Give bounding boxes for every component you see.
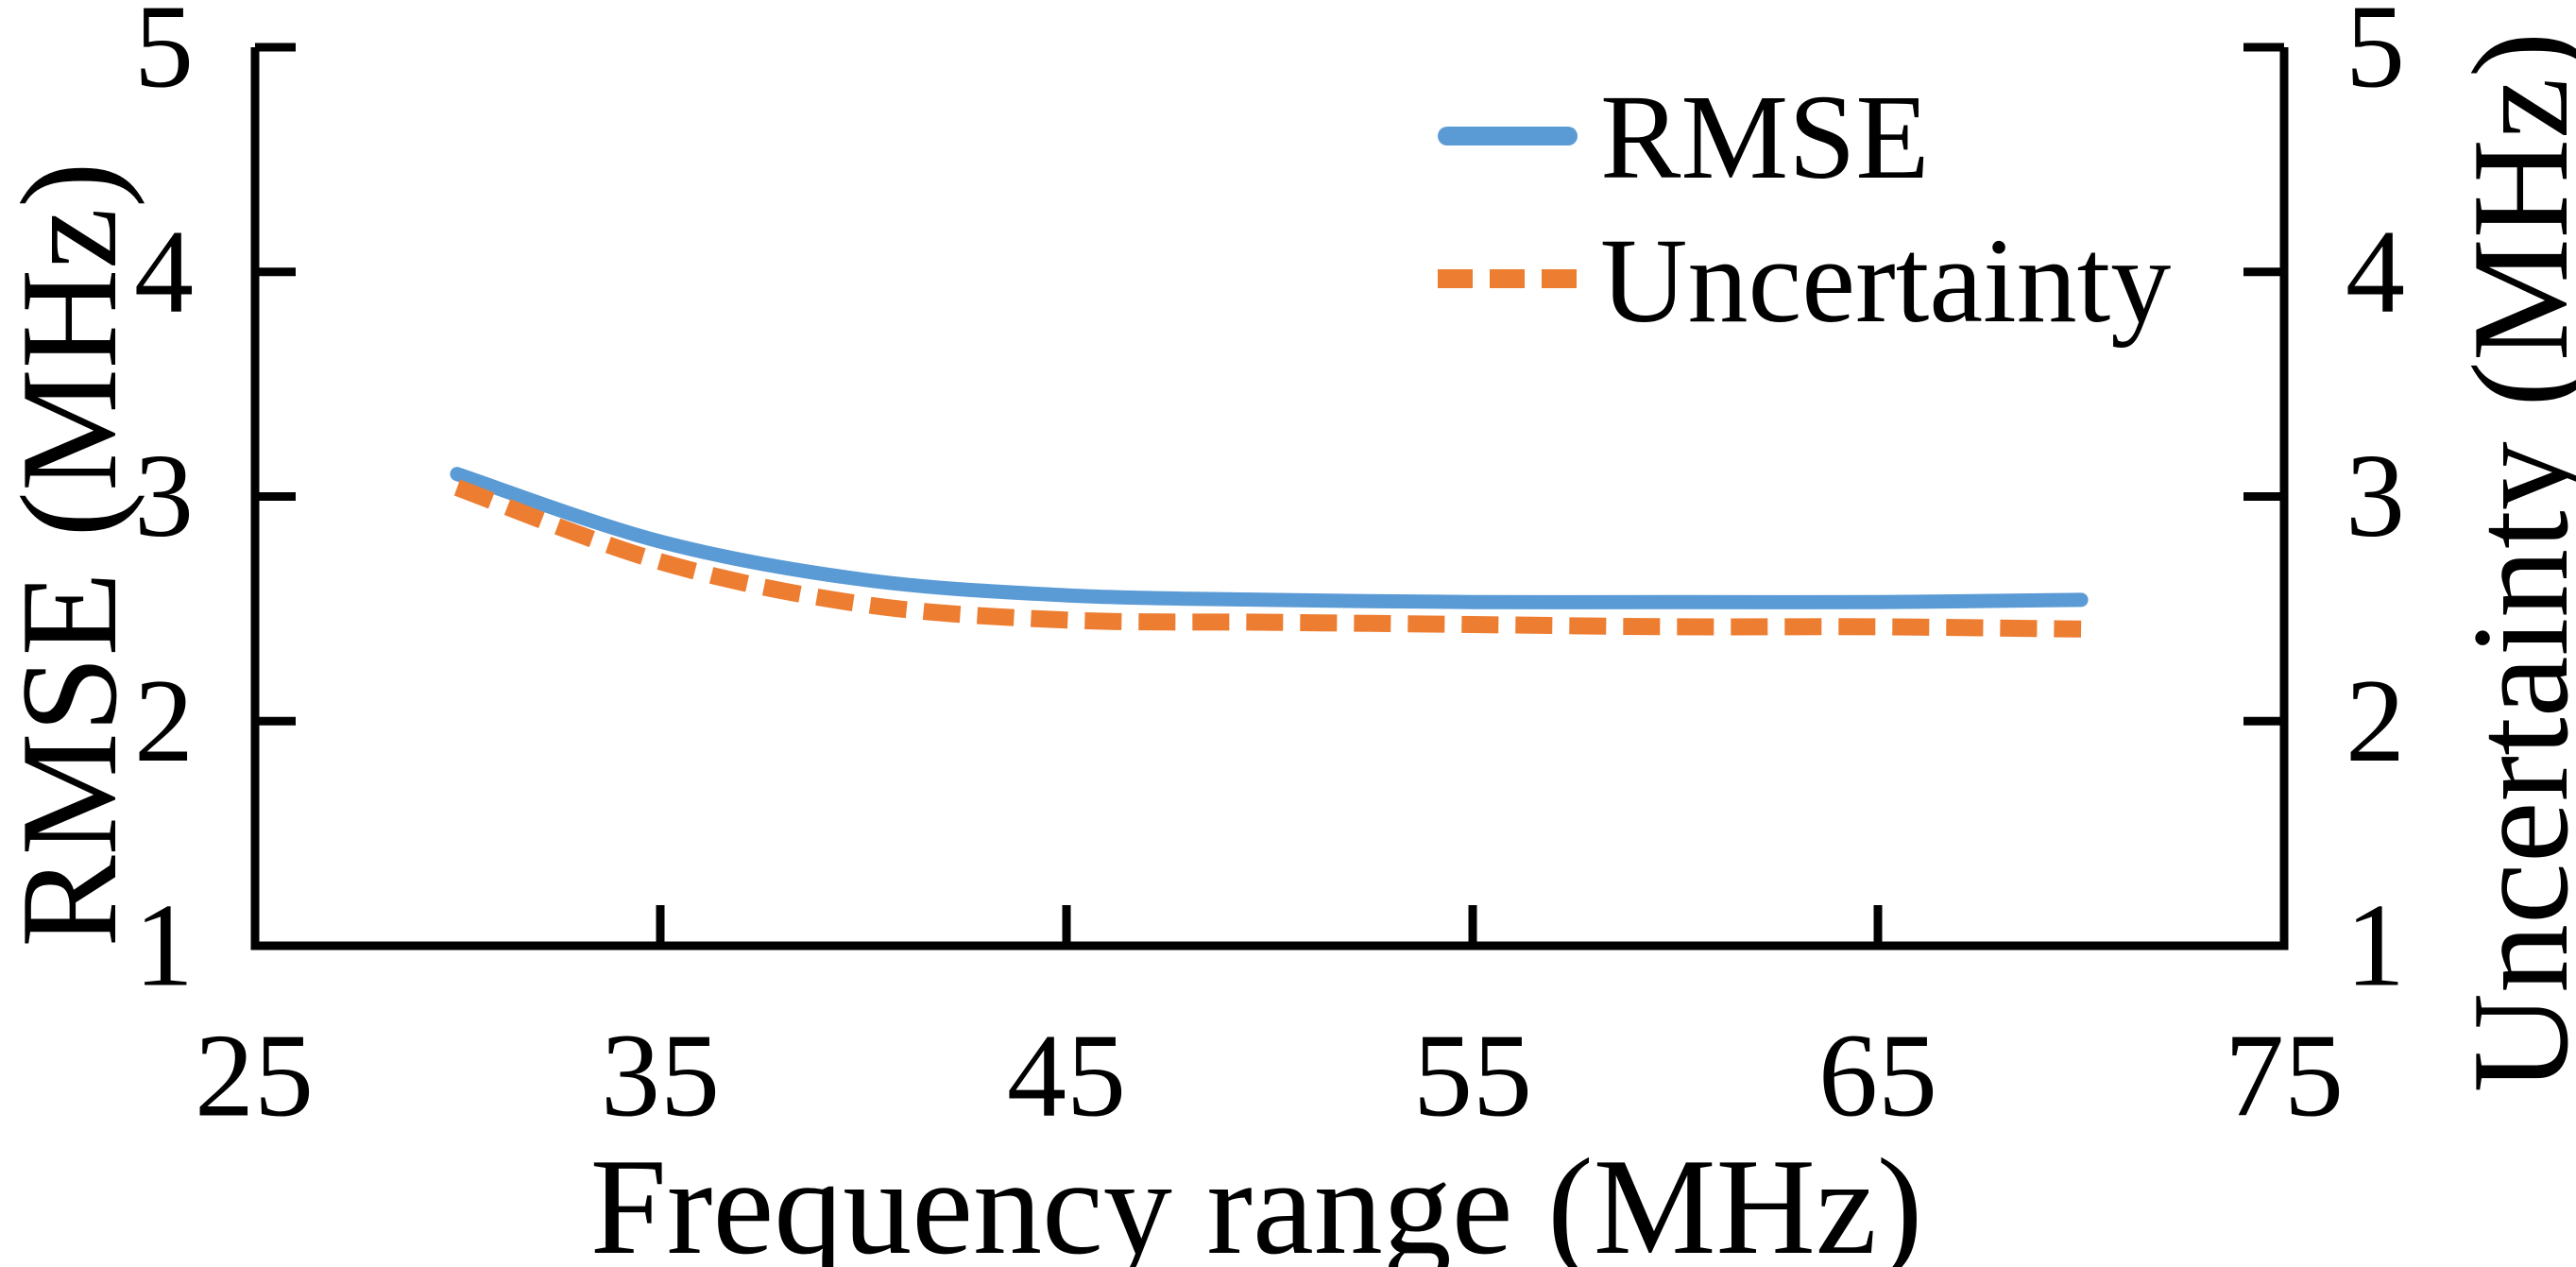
y-left-tick-label: 5 — [134, 0, 194, 113]
y-right-tick-labels: 5 4 3 2 1 — [2346, 0, 2405, 1012]
x-tick-label: 45 — [1007, 1011, 1126, 1142]
x-tick-label: 25 — [195, 1011, 314, 1142]
x-tick-label: 65 — [1818, 1011, 1937, 1142]
x-tick-labels: 25 35 45 55 65 75 — [195, 1011, 2344, 1142]
x-tick-label: 55 — [1413, 1011, 1532, 1142]
x-axis-title: Frequency range (MHz) — [590, 1130, 1923, 1267]
legend-label-uncertainty: Uncertainty — [1600, 214, 2171, 348]
legend-label-rmse: RMSE — [1600, 70, 1930, 204]
axes-frame — [250, 47, 2289, 950]
legend: RMSE Uncertainty — [1438, 70, 2171, 348]
y-right-tick-label: 1 — [2346, 881, 2405, 1012]
x-tick-label: 75 — [2225, 1011, 2344, 1142]
x-tick-label: 35 — [601, 1011, 720, 1142]
y-right-tick-label: 3 — [2346, 431, 2405, 562]
y-right-tick-label: 4 — [2346, 206, 2405, 337]
x-ticks — [656, 905, 1883, 946]
y-left-ticks — [255, 43, 296, 726]
y-left-tick-label: 1 — [134, 881, 194, 1012]
y-right-tick-label: 5 — [2346, 0, 2405, 113]
y-left-tick-label: 2 — [134, 656, 194, 787]
legend-item-rmse: RMSE — [1438, 70, 1930, 204]
y-left-tick-label: 4 — [134, 206, 194, 337]
uncertainty-line — [453, 479, 2082, 638]
y-right-axis-title: Uncertainty (MHz) — [2444, 32, 2576, 1093]
y-left-tick-label: 3 — [134, 431, 194, 562]
y-right-ticks — [2243, 43, 2284, 726]
legend-item-uncertainty: Uncertainty — [1438, 214, 2171, 348]
rmse-line — [450, 467, 2089, 609]
y-right-tick-label: 2 — [2346, 656, 2405, 787]
y-left-axis-title: RMSE (MHz) — [0, 162, 145, 947]
y-left-tick-labels: 5 4 3 2 1 — [134, 0, 194, 1012]
